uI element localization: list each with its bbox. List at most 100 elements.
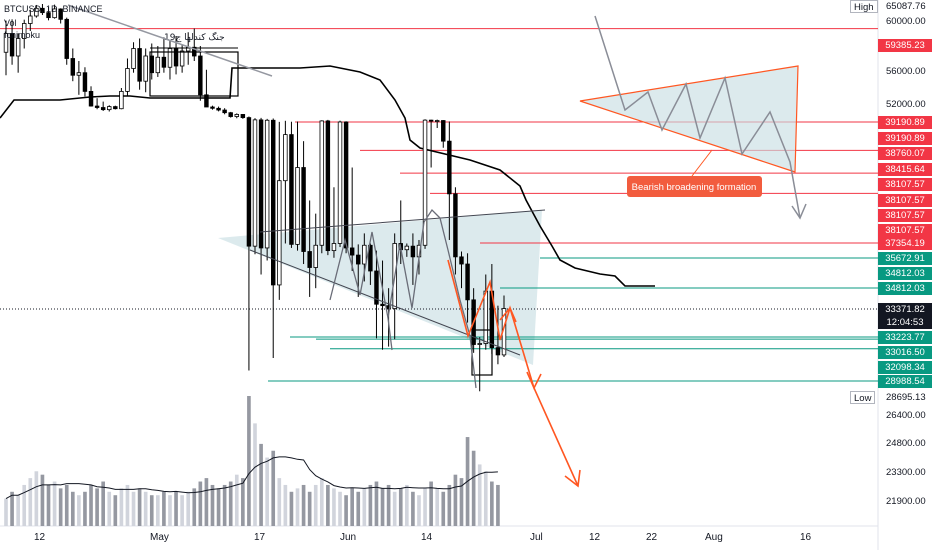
candle-body: [9, 33, 15, 57]
volume-indicator-label[interactable]: Vol: [4, 18, 17, 28]
ichimoku-indicator-label[interactable]: Ichimoku: [4, 30, 41, 40]
candle-body: [28, 15, 33, 24]
volume-bar: [271, 450, 276, 526]
arrowhead: [564, 469, 581, 488]
volume-bar: [283, 484, 288, 526]
price-tick: 26400.00: [886, 410, 926, 421]
candle-body: [58, 8, 63, 20]
volume-bar: [344, 495, 348, 526]
candle-body: [349, 247, 355, 256]
candle-body: [264, 119, 270, 249]
candle-body: [161, 56, 167, 68]
candle-body: [228, 112, 233, 117]
volume-bar: [156, 495, 160, 526]
volume-bar: [259, 443, 263, 526]
price-tick: 24800.00: [886, 438, 926, 449]
volume-bar: [326, 484, 330, 526]
candle-body: [82, 72, 88, 92]
volume-bar: [125, 484, 130, 526]
volume-bar: [447, 484, 452, 526]
volume-bar: [411, 491, 415, 526]
volume-bar: [234, 474, 239, 526]
volume-bar: [362, 488, 367, 526]
zigzag-tail: [387, 317, 393, 351]
volume-bar: [198, 481, 203, 526]
volume-bar: [332, 488, 336, 526]
volume-bar: [143, 491, 148, 526]
price-level-tag: 38107.57: [878, 177, 932, 191]
candle-body: [428, 119, 434, 122]
candle-body: [270, 119, 276, 286]
candle-body: [289, 134, 294, 245]
volume-bar: [307, 491, 312, 526]
volume-bar: [101, 481, 105, 526]
candle-body: [434, 120, 440, 122]
volume-bar: [83, 491, 87, 526]
candle-body: [453, 193, 458, 258]
volume-bar: [386, 484, 391, 526]
price-level-tag: 59385.23: [878, 38, 932, 52]
volume-bar: [162, 491, 166, 526]
time-tick: May: [150, 532, 169, 543]
candle-body: [301, 167, 306, 252]
candle-body: [137, 48, 142, 82]
price-level-tag: 28988.54: [878, 374, 932, 388]
volume-bar: [319, 478, 324, 526]
volume-bar: [471, 450, 476, 526]
candle-body: [483, 290, 489, 344]
price-level-tag: 38415.64: [878, 162, 932, 176]
candle-body: [246, 117, 252, 247]
volume-bar: [192, 488, 197, 526]
price-tick: 56000.00: [886, 66, 926, 77]
price-level-tag: 34812.03: [878, 281, 932, 295]
callout-box: [627, 176, 762, 197]
price-tick: 21900.00: [886, 496, 926, 507]
candle-body: [368, 244, 373, 272]
volume-bar: [350, 488, 354, 526]
price-level-tag: 38107.57: [878, 223, 932, 237]
candle-body: [3, 33, 9, 53]
candle-body: [441, 120, 446, 142]
broadening-arrowhead: [791, 203, 807, 220]
price-level-tag: 33223.77: [878, 330, 932, 344]
candle-body: [319, 120, 325, 246]
candle-body: [113, 106, 118, 110]
candle-body: [88, 91, 94, 107]
price-level-tag: 39190.89: [878, 131, 932, 145]
volume-bar: [241, 478, 245, 526]
volume-bar: [28, 478, 33, 526]
volume-bar: [16, 495, 20, 526]
volume-bar: [423, 488, 427, 526]
low-value: 28695.13: [886, 392, 926, 403]
time-tick: 14: [421, 532, 433, 543]
time-tick: 12: [589, 532, 601, 543]
candle-body: [362, 244, 367, 265]
candle-body: [343, 121, 349, 249]
candle-body: [179, 50, 185, 67]
volume-bar: [46, 484, 51, 526]
price-level-tag: 38107.57: [878, 193, 932, 207]
candle-body: [15, 38, 21, 57]
symbol-title[interactable]: BTCUSD, 1D, BINANCE: [4, 4, 103, 14]
volume-bar: [392, 491, 397, 526]
volume-bar: [435, 488, 440, 526]
volume-bar: [64, 484, 69, 526]
volume-bar: [301, 484, 306, 526]
candle-body: [70, 58, 76, 76]
volume-bar: [405, 484, 409, 526]
candle-body: [313, 244, 318, 268]
price-level-tag: 32098.34: [878, 360, 932, 374]
volume-bar: [277, 478, 282, 526]
callout-text: Bearish broadening formation: [632, 182, 757, 193]
price-level-tag: 33016.50: [878, 345, 932, 359]
volume-bar: [247, 396, 251, 526]
candle-body: [477, 343, 482, 345]
volume-bar: [496, 484, 500, 526]
volume-bar: [253, 423, 257, 526]
candle-body: [331, 243, 337, 252]
price-level-tag: 33371.82: [878, 302, 932, 316]
volume-bar: [289, 491, 294, 526]
triangle-shade: [218, 210, 542, 365]
